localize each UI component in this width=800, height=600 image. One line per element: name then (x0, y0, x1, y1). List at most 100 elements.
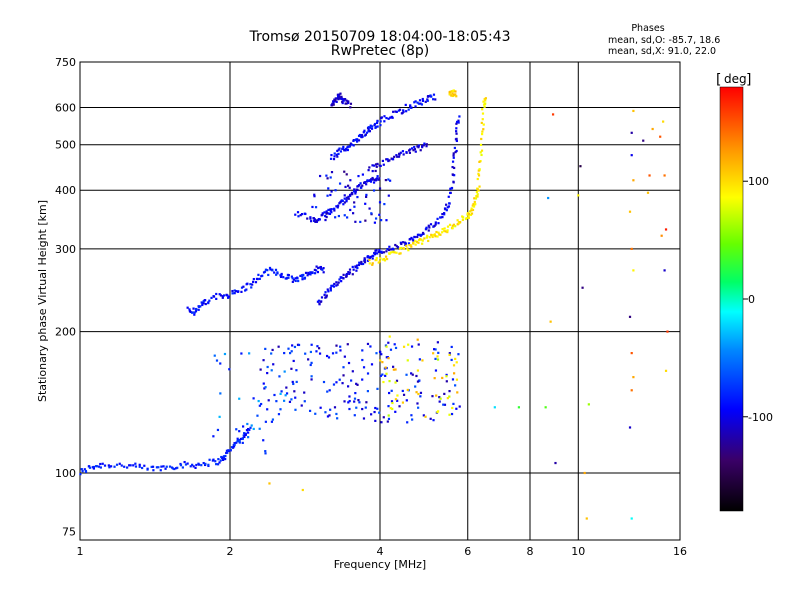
data-point (442, 403, 445, 406)
data-point (480, 132, 484, 136)
data-point (630, 389, 633, 392)
data-point (325, 354, 329, 358)
data-point (396, 394, 399, 397)
data-point (354, 138, 358, 141)
data-point (433, 377, 436, 380)
data-point (438, 400, 441, 403)
data-point (219, 294, 223, 297)
data-point (375, 165, 378, 168)
colorbar-tick-label: 0 (748, 293, 755, 306)
data-point (243, 435, 246, 438)
data-point (194, 307, 198, 311)
data-points (79, 89, 669, 520)
data-point (296, 211, 300, 214)
data-point (407, 108, 410, 111)
data-point (370, 127, 374, 130)
data-point (452, 93, 456, 96)
data-point (260, 402, 263, 406)
data-point (455, 122, 458, 125)
x-tick-label: 10 (571, 545, 585, 558)
data-point (366, 259, 370, 262)
data-point (278, 375, 281, 378)
data-point (392, 368, 395, 371)
data-point (375, 249, 378, 252)
data-point (630, 247, 633, 251)
data-point (382, 251, 386, 254)
data-point (252, 427, 255, 431)
data-point (242, 425, 245, 428)
data-point (445, 375, 448, 378)
data-point (326, 390, 329, 393)
data-point (380, 116, 383, 119)
data-point (129, 464, 132, 467)
data-point (243, 432, 246, 435)
data-point (80, 468, 83, 471)
data-point (83, 468, 86, 471)
data-point (357, 174, 360, 178)
data-point (479, 143, 483, 147)
data-point (210, 296, 213, 300)
data-point (251, 283, 254, 286)
data-point (339, 92, 342, 95)
data-point (391, 407, 394, 411)
data-point (392, 365, 395, 368)
data-point (266, 365, 269, 369)
data-point (547, 196, 550, 200)
data-point (374, 217, 378, 220)
data-point (345, 272, 349, 276)
data-point (413, 145, 416, 149)
data-point (350, 379, 353, 382)
data-point (354, 192, 357, 195)
data-point (390, 400, 394, 403)
data-point (368, 166, 371, 169)
data-point (333, 207, 336, 210)
data-point (297, 279, 300, 283)
data-point (179, 462, 182, 466)
data-point (159, 469, 162, 472)
data-point (332, 383, 336, 386)
data-point (389, 251, 393, 254)
data-point (336, 206, 339, 209)
data-point (157, 466, 160, 469)
data-point (318, 218, 321, 221)
data-point (353, 201, 356, 204)
grid-lines (80, 62, 680, 540)
data-point (238, 441, 241, 444)
data-point (424, 415, 427, 418)
data-point (275, 400, 278, 403)
data-point (207, 301, 210, 304)
data-point (433, 233, 436, 236)
data-point (476, 195, 479, 198)
data-point (277, 345, 280, 348)
data-point (310, 361, 313, 364)
data-point (394, 110, 397, 113)
data-point (419, 391, 423, 394)
data-point (450, 412, 454, 416)
data-point (335, 281, 338, 284)
data-point (168, 465, 172, 468)
data-point (333, 152, 336, 155)
data-point (394, 346, 398, 350)
data-point (335, 412, 338, 416)
data-point (409, 105, 412, 108)
data-point (347, 195, 350, 198)
data-point (213, 354, 216, 357)
data-point (343, 98, 347, 101)
data-point (101, 462, 104, 465)
data-point (360, 186, 363, 189)
data-point (448, 92, 451, 95)
data-point (380, 353, 383, 356)
data-point (222, 455, 226, 458)
y-tick-label: 750 (55, 56, 76, 69)
data-point (326, 177, 329, 180)
data-point (285, 386, 288, 389)
data-point (362, 366, 366, 369)
data-point (257, 399, 260, 403)
data-point (369, 345, 372, 348)
data-point (352, 139, 355, 142)
data-point (88, 466, 92, 469)
data-point (338, 93, 341, 96)
data-point (224, 454, 227, 458)
data-point (226, 451, 229, 454)
data-point (483, 105, 486, 108)
